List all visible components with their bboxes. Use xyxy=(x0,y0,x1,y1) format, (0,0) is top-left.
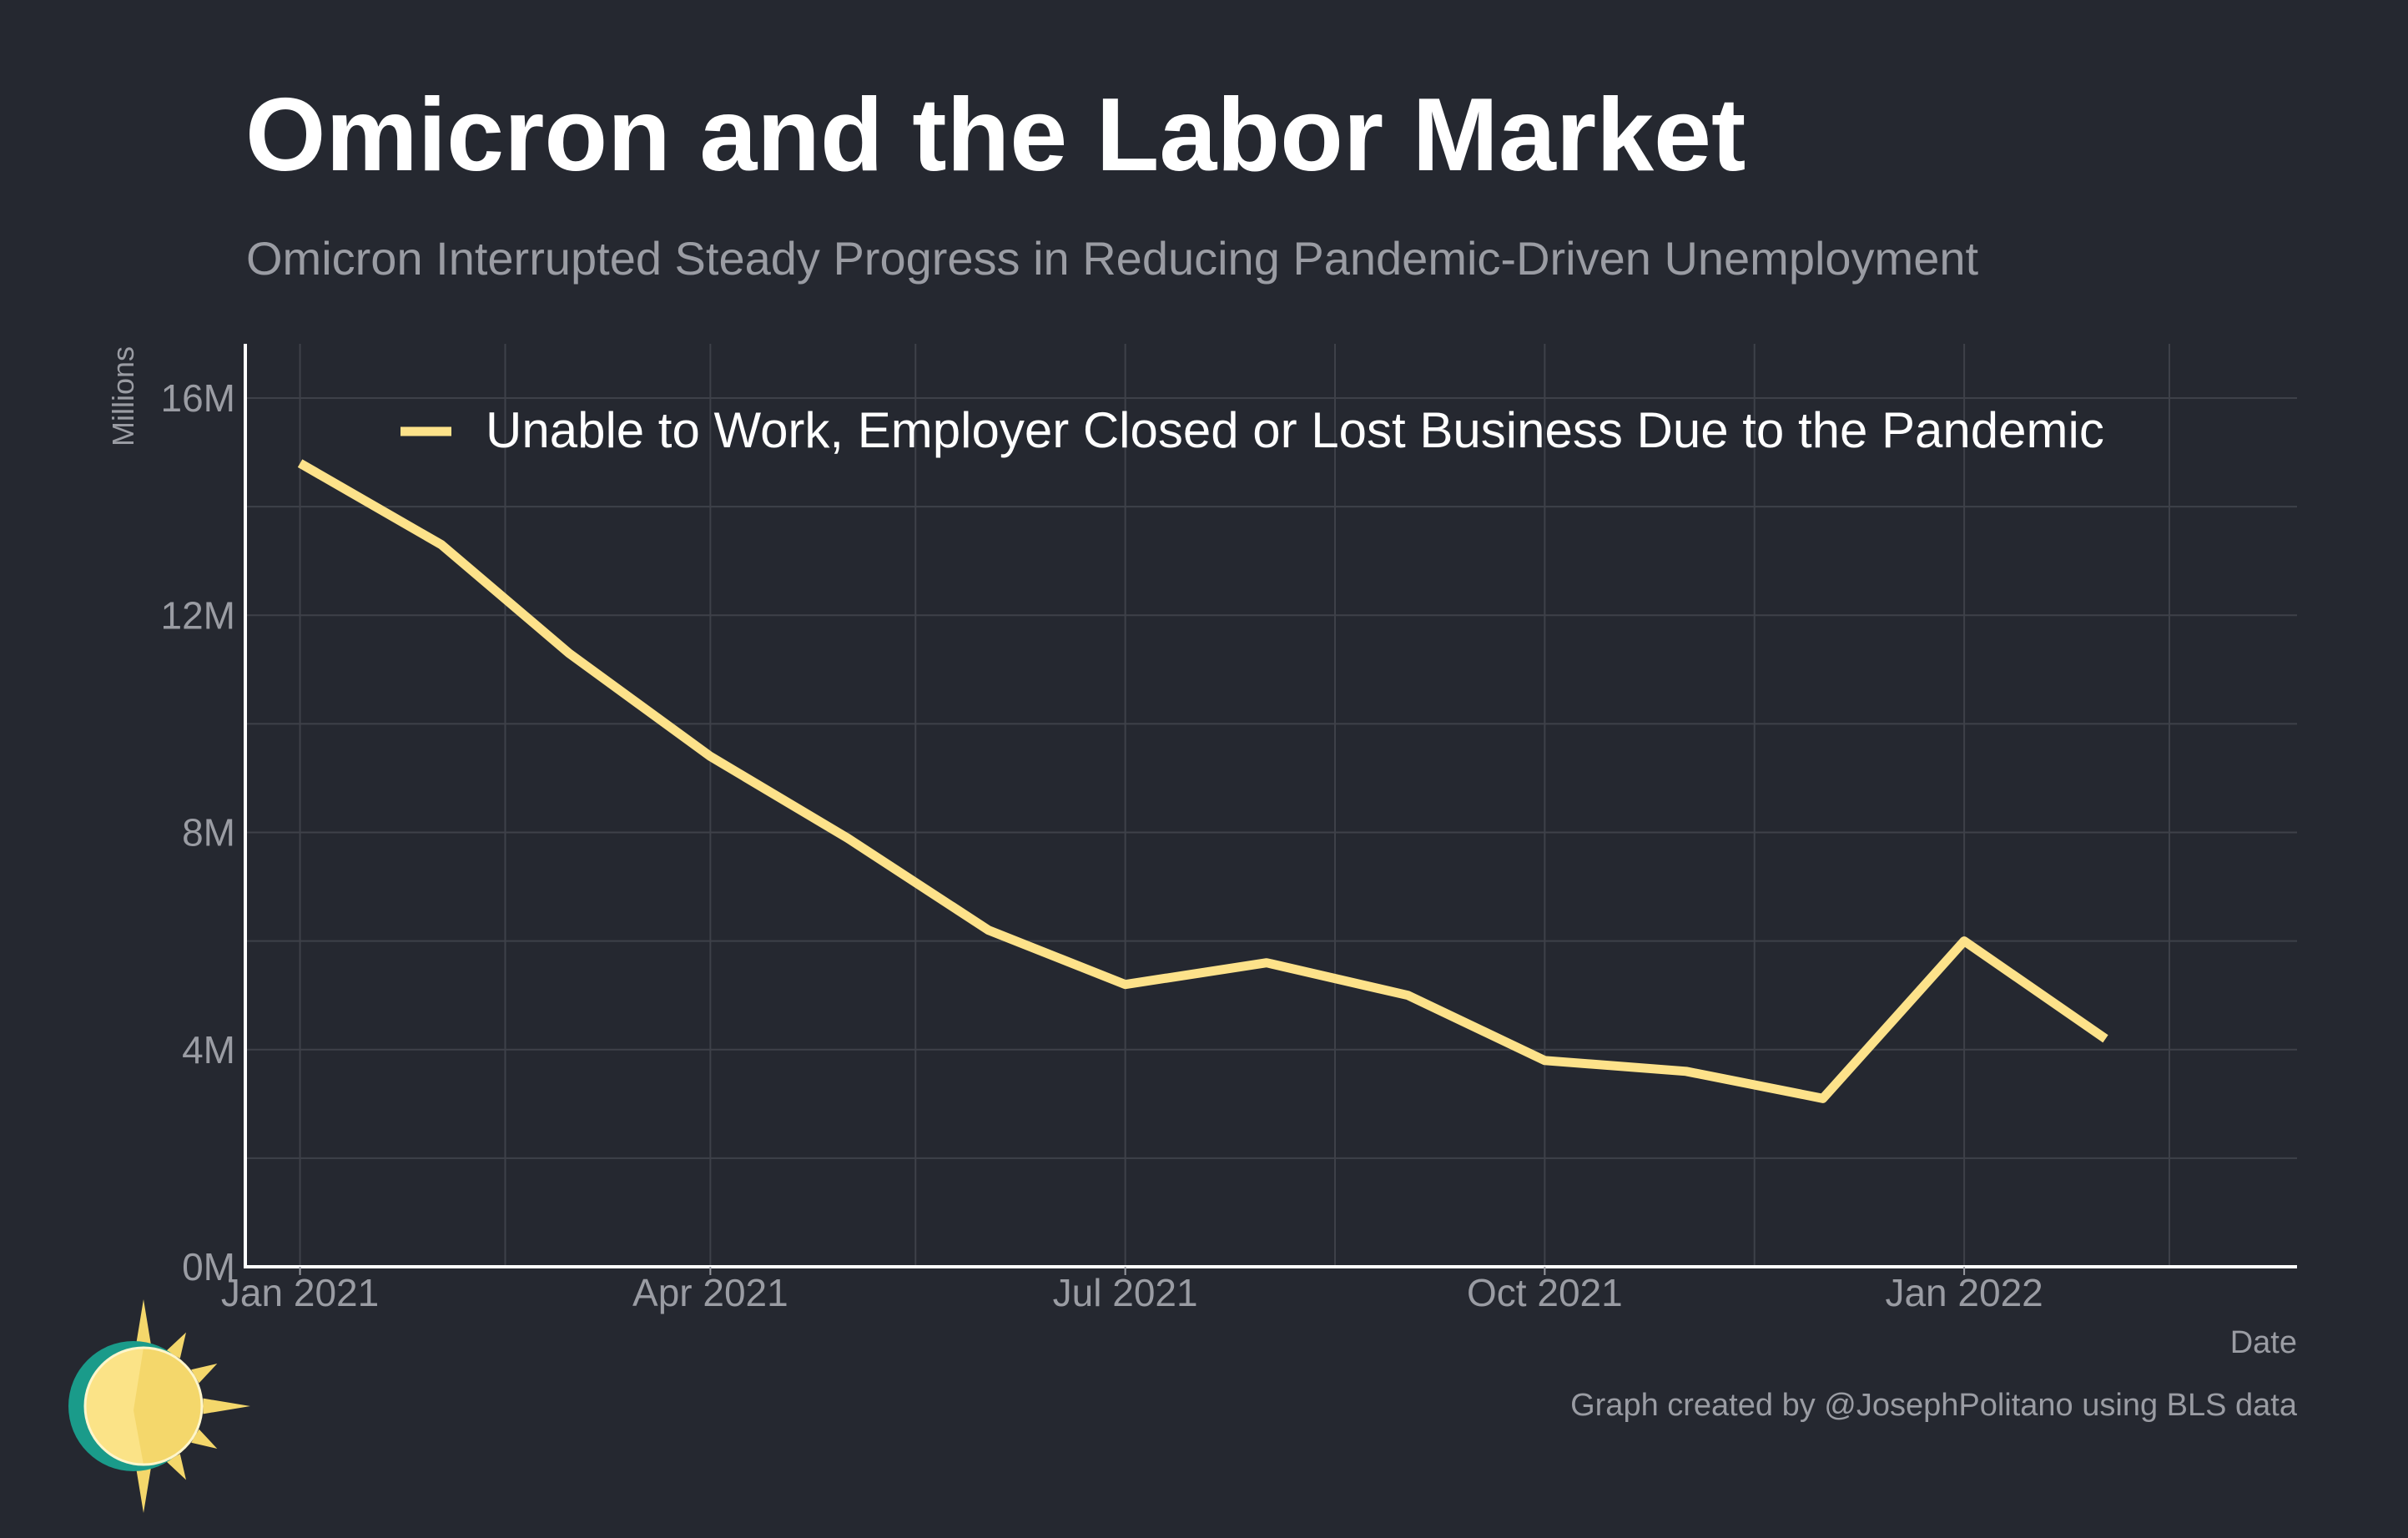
y-tick-label: 12M xyxy=(161,593,235,637)
y-tick-label: 8M xyxy=(182,811,235,855)
y-axis-title: Millions xyxy=(106,346,140,446)
sun-ray xyxy=(191,1364,218,1384)
series-lines xyxy=(297,459,2108,1103)
y-tick-label: 4M xyxy=(182,1028,235,1072)
source-credit: Graph created by @JosephPolitano using B… xyxy=(1570,1388,2297,1423)
y-tick-label: 16M xyxy=(161,376,235,420)
chart-title: Omicron and the Labor Market xyxy=(245,78,1746,193)
legend: Unable to Work, Employer Closed or Lost … xyxy=(400,402,2104,458)
x-axis-title: Date xyxy=(2230,1325,2297,1360)
grid-lines xyxy=(245,344,2297,1267)
x-tick-label: Oct 2021 xyxy=(1467,1271,1623,1314)
y-tick-label: 0M xyxy=(182,1245,235,1288)
sun-ray xyxy=(166,1454,186,1480)
legend-label: Unable to Work, Employer Closed or Lost … xyxy=(486,402,2104,458)
axes xyxy=(244,344,2297,1275)
chart-subtitle: Omicron Interrupted Steady Progress in R… xyxy=(246,232,1979,285)
sun-ray xyxy=(135,1465,152,1513)
axis-labels: Millions Date 0M 4M 8M 12M 16M Jan 2021 Apr 20… xyxy=(106,346,2297,1360)
sun-rays xyxy=(135,1299,250,1513)
sun-outline xyxy=(83,1346,204,1466)
sun-ray xyxy=(166,1332,186,1359)
sun-ray xyxy=(191,1429,218,1449)
x-tick-label: Apr 2021 xyxy=(632,1271,788,1314)
x-tick-label: Jan 2022 xyxy=(1885,1271,2043,1314)
sun-ray xyxy=(203,1398,250,1414)
sun-logo-icon xyxy=(68,1299,250,1513)
x-tick-label: Jan 2021 xyxy=(221,1271,379,1314)
x-tick-label: Jul 2021 xyxy=(1053,1271,1198,1314)
series-line xyxy=(297,459,2108,1103)
sun-ray xyxy=(135,1299,152,1347)
sun-shade xyxy=(133,1348,202,1465)
